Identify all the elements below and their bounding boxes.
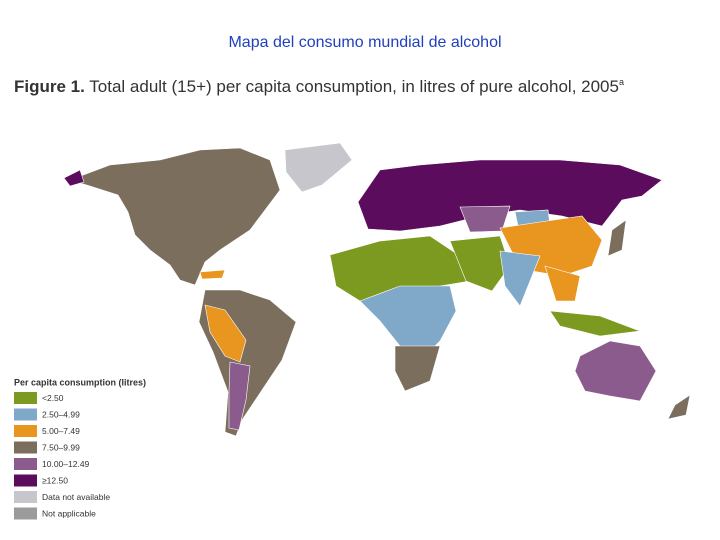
legend-label: Not applicable (42, 508, 96, 518)
north-america (69, 147, 281, 286)
legend-swatch (14, 474, 37, 487)
japan (607, 219, 627, 257)
europe-russia (357, 159, 663, 232)
legend-label: ≥12.50 (42, 475, 68, 485)
central-africa (359, 285, 457, 352)
greenland (284, 142, 353, 193)
figure-caption: Figure 1. Total adult (15+) per capita c… (14, 77, 624, 96)
north-africa (329, 235, 471, 302)
southeast-asia (544, 265, 581, 302)
alaska (63, 169, 85, 187)
legend-label: Data not available (42, 492, 110, 502)
legend-swatch (14, 458, 37, 470)
page-title: Mapa del consumo mundial de alcohol (228, 34, 501, 51)
southern-africa (394, 345, 441, 392)
figure-note: a (619, 77, 624, 87)
legend-swatch (14, 425, 37, 437)
argentina (228, 361, 251, 431)
middle-east (449, 235, 511, 292)
legend-label: <2.50 (42, 393, 64, 403)
legend-label: 5.00–7.49 (42, 426, 80, 436)
legend-label: 7.50–9.99 (42, 442, 80, 452)
legend-swatch (14, 491, 37, 503)
india (499, 250, 541, 307)
legend-title: Per capita consumption (litres) (14, 377, 146, 387)
legend-label: 2.50–4.99 (42, 409, 80, 419)
legend: <2.50 2.50–4.99 5.00–7.49 7.50–9.99 10.00–12… (14, 392, 110, 520)
peru-bolivia (204, 304, 247, 363)
figure-label: Figure 1. (14, 77, 85, 96)
legend-label: 10.00–12.49 (42, 459, 90, 469)
legend-swatch (14, 441, 37, 454)
legend-swatch (14, 408, 37, 421)
new-zealand (667, 394, 691, 420)
cuba (199, 269, 226, 280)
australia (574, 340, 657, 402)
legend-swatch (14, 507, 37, 520)
legend-swatch (14, 392, 37, 404)
figure-text: Total adult (15+) per capita consumption… (89, 77, 619, 96)
world-map (63, 142, 691, 437)
indonesia (549, 310, 641, 337)
